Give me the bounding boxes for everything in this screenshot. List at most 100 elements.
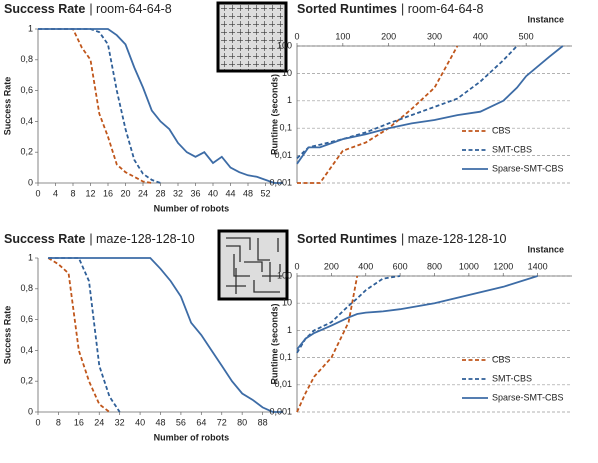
x-tick-label: 500 [519,31,534,41]
chart-title: Sorted Runtimes | maze-128-128-10 [297,232,506,246]
x-tick-label: 52 [260,188,270,198]
series-line [296,45,518,159]
x-tick-label: 1000 [459,261,479,271]
legend-label: SMT-CBS [492,144,532,154]
x-tick-label: 200 [324,261,339,271]
x-tick-label: 48 [155,417,165,427]
x-tick-label: 4 [53,188,58,198]
title-sub: | maze-128-128-10 [401,232,506,246]
x-tick-label: 200 [381,31,396,41]
x-tick-label: 400 [473,31,488,41]
x-tick-label: 64 [196,417,206,427]
x-tick-label: 24 [138,188,148,198]
title-sub: | room-64-64-8 [89,2,171,16]
x-tick-label: 600 [393,261,408,271]
title-sub: | maze-128-128-10 [89,232,194,246]
y-tick-label: 0,2 [20,147,33,157]
x-tick-label: 28 [155,188,165,198]
y-tick-label: 0,001 [269,177,292,187]
y-tick-label: 0,8 [20,54,33,64]
series-line [296,275,538,350]
x-tick-label: 48 [243,188,253,198]
series-line [48,257,283,413]
series-line [296,275,401,354]
legend-label: CBS [492,354,511,364]
series-line [297,45,459,184]
y-tick-label: 0,8 [20,283,33,293]
title-main: Sorted Runtimes [297,2,397,16]
x-tick-label: 300 [427,31,442,41]
y-tick-label: 0 [28,406,33,416]
x-axis-label: Instance [527,244,564,254]
series-line [296,275,359,413]
y-tick-label: 0,1 [279,123,292,133]
title-sub: | room-64-64-8 [401,2,483,16]
y-tick-label: 0,001 [269,406,292,416]
x-axis-label: Instance [527,14,564,24]
x-tick-label: 12 [85,188,95,198]
map-thumbnail [217,229,289,301]
y-axis-label: Success Rate [2,77,12,136]
y-tick-label: 1 [28,252,33,262]
x-tick-label: 44 [225,188,235,198]
y-tick-label: 0,6 [20,314,33,324]
x-tick-label: 24 [94,417,104,427]
y-tick-label: 0,01 [274,150,292,160]
y-axis-label: Runtime (seconds) [269,74,279,155]
series-line [47,257,111,413]
legend-label: Sparse-SMT-CBS [492,392,564,402]
y-axis-label: Runtime (seconds) [269,303,279,384]
y-tick-label: 0 [28,177,33,187]
x-tick-label: 72 [217,417,227,427]
chart-title: Success Rate | room-64-64-8 [4,2,172,16]
x-tick-label: 1200 [493,261,513,271]
x-tick-label: 800 [427,261,442,271]
y-tick-label: 10 [282,68,292,78]
x-tick-label: 32 [115,417,125,427]
x-tick-label: 16 [103,188,113,198]
series-line [38,28,283,184]
legend-label: CBS [492,125,511,135]
series-line [296,45,564,165]
x-tick-label: 400 [358,261,373,271]
x-tick-label: 8 [70,188,75,198]
x-tick-label: 40 [208,188,218,198]
map-thumbnail [216,1,288,73]
x-tick-label: 0 [35,417,40,427]
series-line [48,257,121,413]
x-tick-label: 56 [176,417,186,427]
x-tick-label: 20 [120,188,130,198]
y-tick-label: 0,1 [279,352,292,362]
title-main: Success Rate [4,2,85,16]
x-axis-label: Number of robots [154,203,230,213]
y-tick-label: 100 [277,270,292,280]
y-tick-label: 0,01 [274,379,292,389]
chart-title: Sorted Runtimes | room-64-64-8 [297,2,484,16]
chart-title: Success Rate | maze-128-128-10 [4,232,195,246]
y-axis-label: Success Rate [2,306,12,365]
x-tick-label: 0 [35,188,40,198]
legend-label: Sparse-SMT-CBS [492,163,564,173]
y-tick-label: 0,4 [20,345,33,355]
x-tick-label: 0 [294,261,299,271]
x-tick-label: 16 [74,417,84,427]
y-tick-label: 1 [287,325,292,335]
x-tick-label: 8 [56,417,61,427]
series-line [38,28,161,184]
y-tick-label: 0,2 [20,376,33,386]
title-main: Success Rate [4,232,85,246]
x-tick-label: 0 [294,31,299,41]
y-tick-label: 100 [277,40,292,50]
y-tick-label: 10 [282,298,292,308]
x-axis-label: Number of robots [154,432,230,442]
x-tick-label: 32 [173,188,183,198]
x-tick-label: 100 [335,31,350,41]
y-tick-label: 1 [287,95,292,105]
x-tick-label: 40 [135,417,145,427]
y-tick-label: 0,4 [20,116,33,126]
x-tick-label: 1400 [528,261,548,271]
title-main: Sorted Runtimes [297,232,397,246]
x-tick-label: 36 [190,188,200,198]
y-tick-label: 1 [28,23,33,33]
